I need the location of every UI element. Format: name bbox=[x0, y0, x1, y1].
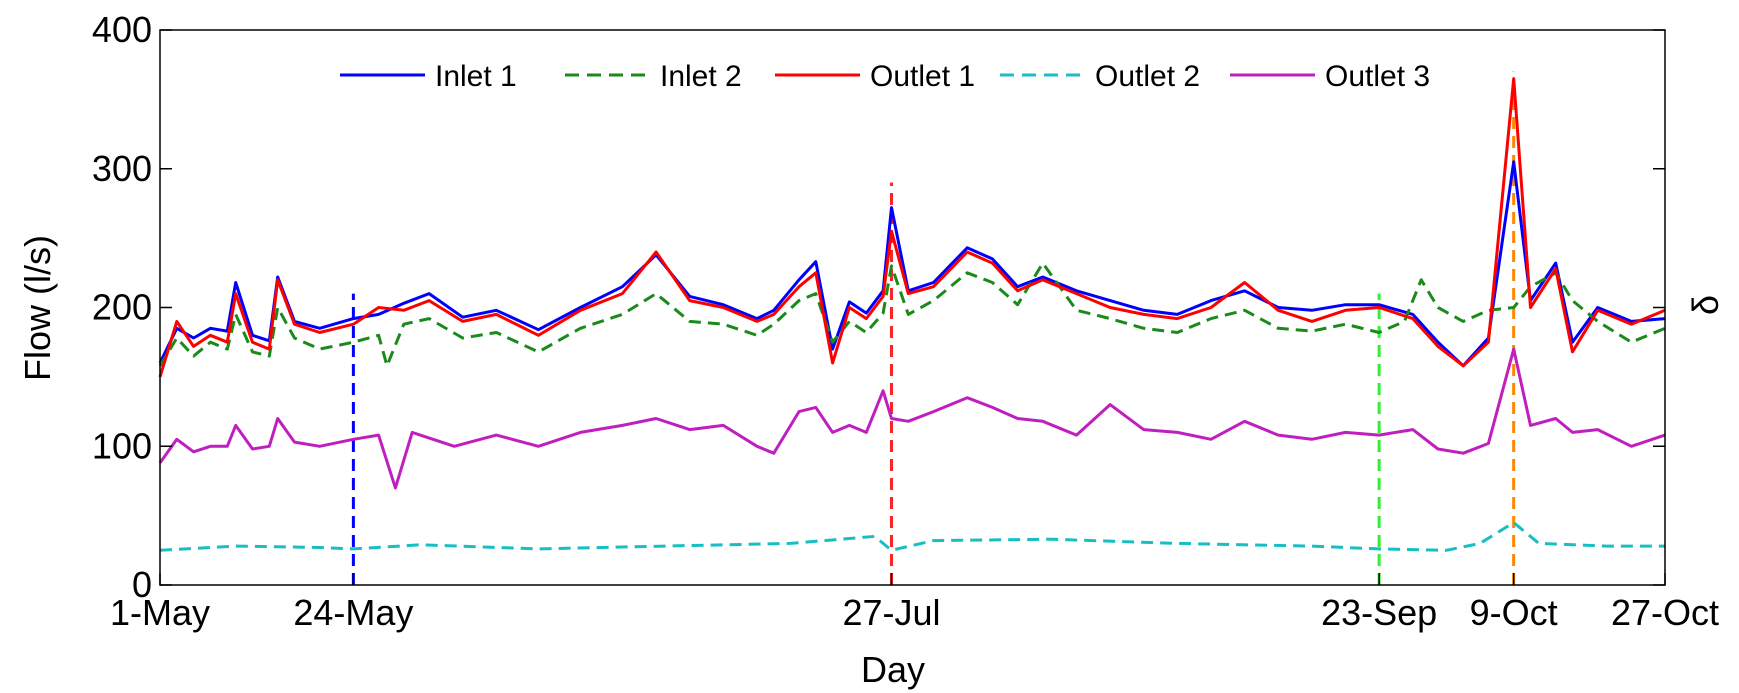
x-axis-ticks: 1-May 24-May 27-Jul 23-Sep 9-Oct 27-Oct bbox=[110, 573, 1719, 633]
vertical-markers bbox=[351, 71, 1516, 585]
x-tick-label-3: 23-Sep bbox=[1321, 592, 1437, 633]
legend-label-0: Inlet 1 bbox=[435, 60, 517, 93]
x-tick-label-1: 24-May bbox=[293, 592, 413, 633]
y-tick-label-0: 0 bbox=[132, 564, 152, 605]
x-tick-label-2: 27-Jul bbox=[842, 592, 940, 633]
legend-label-2: Outlet 1 bbox=[870, 60, 975, 93]
y-axis-ticks: 0 100 200 300 400 bbox=[92, 9, 1665, 605]
series-line-4 bbox=[158, 347, 1666, 490]
legend-label-3: Outlet 2 bbox=[1095, 60, 1200, 93]
legend-label-4: Outlet 3 bbox=[1325, 60, 1430, 93]
x-tick-label-4: 9-Oct bbox=[1470, 592, 1558, 633]
x-axis-title: Day bbox=[861, 649, 925, 690]
right-axis-label: δ bbox=[1685, 295, 1726, 315]
x-tick-label-0: 1-May bbox=[110, 592, 210, 633]
y-tick-label-3: 300 bbox=[92, 148, 152, 189]
y-axis-title: Flow (l/s) bbox=[17, 235, 58, 381]
series-line-0 bbox=[158, 160, 1666, 368]
legend-label-1: Inlet 2 bbox=[660, 60, 742, 93]
series-line-3 bbox=[159, 521, 1665, 552]
y-tick-label-4: 400 bbox=[92, 9, 152, 50]
x-tick-label-5: 27-Oct bbox=[1611, 592, 1719, 633]
legend: Inlet 1 Inlet 2 Outlet 1 Outlet 2 Outlet 3 bbox=[340, 60, 1430, 93]
series-lines bbox=[158, 77, 1666, 552]
y-tick-label-1: 100 bbox=[92, 425, 152, 466]
series-line-1 bbox=[158, 261, 1666, 368]
y-tick-label-2: 200 bbox=[92, 287, 152, 328]
series-line-2 bbox=[158, 77, 1666, 378]
